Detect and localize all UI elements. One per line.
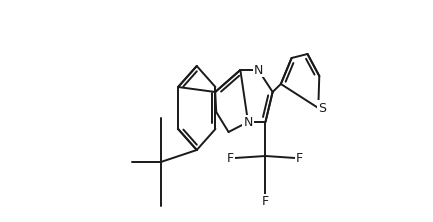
Text: N: N	[243, 115, 253, 129]
Text: F: F	[227, 151, 234, 165]
Text: S: S	[318, 101, 326, 115]
Text: N: N	[254, 63, 263, 77]
Text: F: F	[296, 151, 303, 165]
Text: F: F	[262, 195, 269, 208]
